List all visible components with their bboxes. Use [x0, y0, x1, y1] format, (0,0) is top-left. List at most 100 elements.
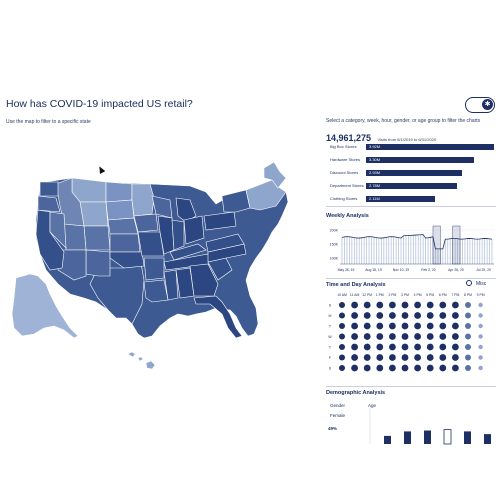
time-day-dot[interactable] [439, 322, 447, 330]
time-day-dot[interactable] [339, 344, 345, 350]
state-colorado[interactable] [83, 225, 111, 251]
time-day-dot[interactable] [376, 322, 384, 330]
time-day-dot[interactable] [478, 365, 483, 371]
time-day-dot[interactable] [351, 312, 358, 319]
time-day-dot[interactable] [389, 333, 396, 340]
time-day-dot[interactable] [439, 333, 447, 340]
time-day-dot[interactable] [478, 302, 483, 308]
time-day-dot[interactable] [389, 322, 396, 330]
theme-toggle[interactable]: ✱ [465, 97, 495, 113]
time-day-dot[interactable] [452, 301, 459, 309]
time-day-dot[interactable] [401, 322, 409, 330]
time-day-dot[interactable] [478, 313, 483, 318]
time-day-dot-matrix[interactable]: 10 AM 11 AM 12 PM 1 PM 2 PM 3 PM 4 PM 5 PM 6 PM 7… [326, 289, 496, 377]
category-bar[interactable]: 3.92M [366, 144, 494, 150]
time-day-dot[interactable] [351, 333, 358, 340]
state-washington[interactable] [39, 181, 59, 197]
misc-radio-icon[interactable] [466, 280, 472, 286]
category-row[interactable]: Hardware Stores 3.30M [326, 156, 496, 164]
state-oklahoma[interactable] [109, 251, 145, 269]
time-day-dot[interactable] [426, 322, 434, 330]
time-day-dot[interactable] [439, 364, 447, 372]
time-day-dot[interactable] [363, 333, 371, 340]
time-day-dot[interactable] [401, 333, 409, 340]
age-bar[interactable] [404, 431, 411, 444]
time-day-dot[interactable] [363, 364, 371, 372]
state-alaska[interactable] [11, 273, 79, 339]
time-day-dot[interactable] [426, 301, 434, 309]
state-new-york[interactable] [221, 189, 251, 213]
time-day-dot[interactable] [401, 354, 409, 361]
time-day-dot[interactable] [465, 344, 471, 350]
time-day-dot[interactable] [339, 302, 345, 308]
time-day-dot[interactable] [452, 333, 459, 340]
time-day-dot[interactable] [351, 322, 358, 330]
time-day-dot[interactable] [478, 355, 483, 360]
state-hawaii[interactable] [127, 351, 156, 370]
state-minnesota[interactable] [131, 183, 155, 217]
time-day-dot[interactable] [351, 364, 358, 372]
time-day-dot[interactable] [452, 312, 459, 319]
female-label[interactable]: Female [330, 413, 346, 418]
time-day-dot[interactable] [363, 322, 371, 330]
time-day-dot[interactable] [376, 301, 384, 309]
state-south-dakota[interactable] [105, 199, 135, 221]
weekly-chart[interactable]: 200K 150K 100K May 26, 19 Aug 18, 19 Nov 10, … [326, 222, 496, 274]
time-day-dot[interactable] [426, 364, 434, 372]
time-day-dot[interactable] [401, 364, 409, 372]
category-row[interactable]: Big Box Stores 3.92M [326, 143, 496, 151]
age-bar[interactable] [384, 435, 391, 444]
age-bar[interactable] [464, 431, 471, 444]
time-day-dot[interactable] [414, 301, 421, 309]
week-highlight[interactable] [452, 225, 461, 265]
category-bar[interactable]: 2.11M [366, 196, 436, 202]
time-day-dot[interactable] [389, 312, 396, 319]
state-maine[interactable] [263, 161, 287, 189]
time-day-dot[interactable] [439, 343, 447, 351]
state-georgia[interactable] [189, 263, 219, 297]
category-bar[interactable]: 3.30M [366, 157, 474, 163]
time-day-dot[interactable] [339, 365, 345, 371]
state-new-mexico[interactable] [85, 249, 111, 277]
time-day-dot[interactable] [478, 344, 483, 350]
misc-legend[interactable]: Misc [466, 280, 486, 287]
state-kentucky[interactable] [169, 243, 207, 261]
time-day-dot[interactable] [478, 334, 483, 339]
time-day-dot[interactable] [389, 343, 396, 351]
time-day-dot[interactable] [389, 364, 396, 372]
time-day-dot[interactable] [465, 312, 471, 319]
state-north-dakota[interactable] [105, 181, 133, 203]
time-day-dot[interactable] [414, 354, 421, 361]
time-day-dot[interactable] [426, 312, 434, 319]
age-bar[interactable] [484, 434, 491, 444]
time-day-dot[interactable] [426, 343, 434, 351]
age-bar[interactable] [443, 429, 452, 445]
time-day-dot[interactable] [414, 322, 421, 330]
time-day-dot[interactable] [452, 343, 459, 351]
state-iowa[interactable] [133, 213, 159, 233]
state-pennsylvania[interactable] [203, 211, 237, 231]
time-day-dot[interactable] [465, 354, 471, 361]
time-day-dot[interactable] [414, 312, 421, 319]
time-day-dot[interactable] [389, 354, 396, 361]
time-day-dot[interactable] [439, 312, 447, 319]
age-bar-chart[interactable] [326, 402, 496, 446]
time-day-dot[interactable] [465, 302, 471, 308]
time-day-dot[interactable] [376, 312, 384, 319]
state-missouri[interactable] [137, 231, 165, 257]
state-wyoming[interactable] [79, 201, 109, 227]
time-day-dot[interactable] [452, 322, 459, 330]
week-highlight[interactable] [432, 225, 441, 265]
time-day-dot[interactable] [401, 343, 409, 351]
state-oregon[interactable] [37, 195, 61, 213]
time-day-dot[interactable] [339, 323, 345, 329]
state-indiana[interactable] [171, 219, 185, 251]
time-day-dot[interactable] [376, 354, 384, 361]
state-louisiana[interactable] [143, 279, 169, 303]
time-day-dot[interactable] [401, 312, 409, 319]
state-ohio[interactable] [183, 215, 205, 245]
time-day-dot[interactable] [363, 343, 371, 351]
time-day-dot[interactable] [339, 354, 345, 361]
state-nevada[interactable] [49, 211, 67, 249]
time-day-dot[interactable] [351, 343, 358, 351]
